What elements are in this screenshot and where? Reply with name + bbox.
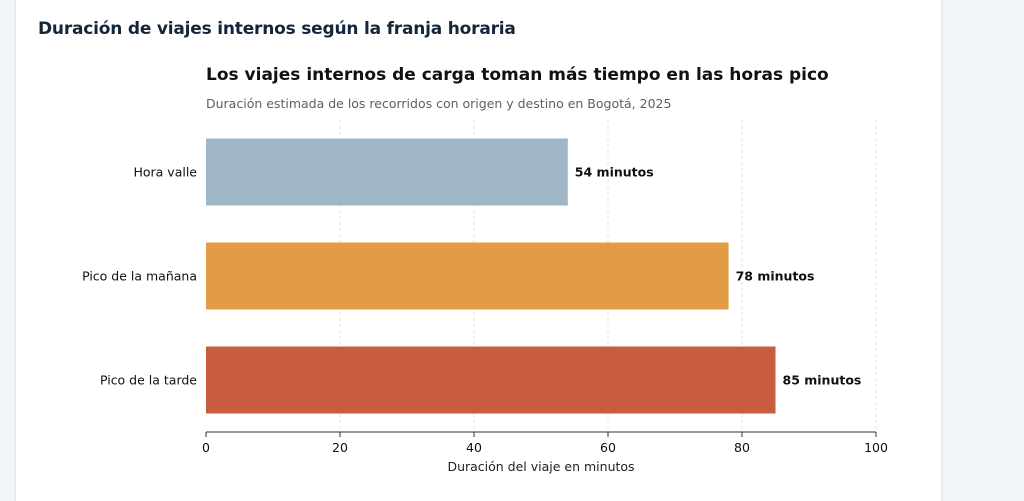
x-tick-label: 20 xyxy=(332,440,348,455)
x-tick-label: 60 xyxy=(600,440,616,455)
category-label: Pico de la mañana xyxy=(82,269,197,284)
x-tick-label: 40 xyxy=(466,440,482,455)
x-tick-label: 100 xyxy=(864,440,888,455)
bar xyxy=(206,346,776,414)
data-label: 54 minutos xyxy=(575,165,654,180)
chart-subtitle: Duración estimada de los recorridos con … xyxy=(206,96,671,111)
x-tick-label: 80 xyxy=(734,440,750,455)
category-label: Hora valle xyxy=(133,165,197,180)
x-axis: 0 20 40 60 80 100 xyxy=(202,431,888,455)
category-label: Pico de la tarde xyxy=(100,373,197,388)
bar xyxy=(206,138,568,206)
chart-title: Los viajes internos de carga toman más t… xyxy=(206,65,829,85)
card-title: Duración de viajes internos según la fra… xyxy=(38,19,516,39)
bar xyxy=(206,242,729,310)
x-tick-label: 0 xyxy=(202,440,210,455)
data-label: 78 minutos xyxy=(736,269,815,284)
x-axis-title: Duración del viaje en minutos xyxy=(447,459,634,474)
bars: Hora valle 54 minutos Pico de la mañana 78 … xyxy=(82,138,862,414)
data-label: 85 minutos xyxy=(783,373,862,388)
